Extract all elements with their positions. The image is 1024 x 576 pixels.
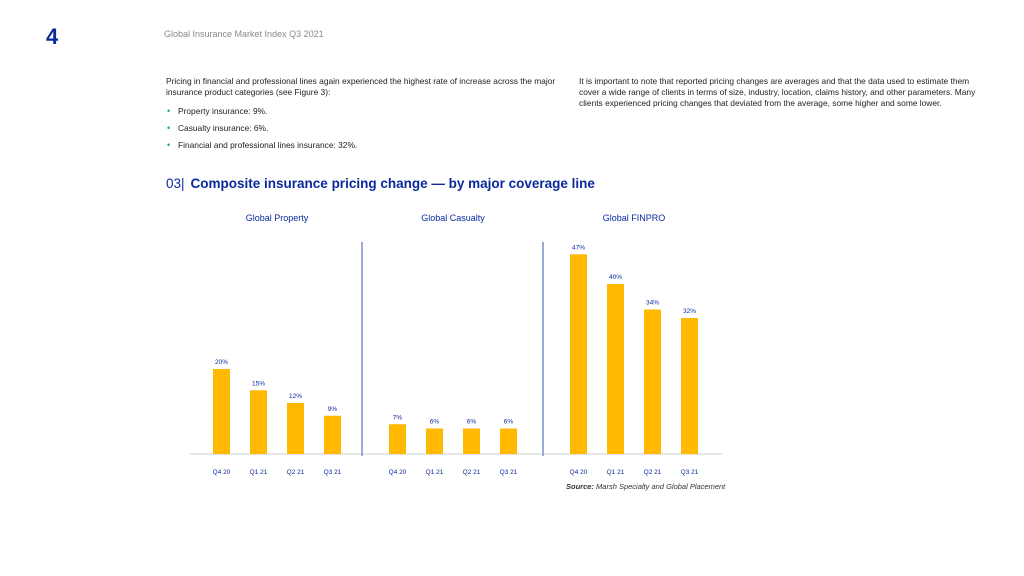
source-note: Source: Marsh Specialty and Global Place… [566,482,725,491]
data-label: 34% [646,300,659,307]
category-label: Q4 20 [389,469,407,476]
bar [570,254,587,454]
intro-right-column: It is important to note that reported pr… [579,76,979,109]
bullet-dot-icon: • [167,106,171,116]
bullet-dot-icon: • [167,140,171,150]
category-label: Q1 21 [250,469,268,476]
data-label: 20% [215,359,228,366]
bar [324,415,341,454]
category-label: Q3 21 [681,469,699,476]
category-label: Q3 21 [500,469,518,476]
bullet-item: • Property insurance: 9%. [166,106,566,117]
category-label: Q2 21 [287,469,305,476]
bullet-text: Financial and professional lines insuran… [178,140,358,150]
note-paragraph: It is important to note that reported pr… [579,76,976,108]
category-label: Q4 20 [570,469,588,476]
bar [500,428,517,454]
bar [681,318,698,454]
data-label: 32% [683,308,696,315]
data-label: 7% [393,414,403,421]
bullet-text: Casualty insurance: 6%. [178,123,269,133]
category-label: Q2 21 [644,469,662,476]
data-label: 6% [504,419,514,426]
figure-title: 03| Composite insurance pricing change — … [166,176,595,191]
figure-title-text: Composite insurance pricing change — by … [190,176,595,191]
bullet-item: • Financial and professional lines insura… [166,140,566,151]
data-label: 6% [467,419,477,426]
figure-number: 03| [166,176,185,191]
category-label: Q2 21 [463,469,481,476]
category-label: Q1 21 [607,469,625,476]
bar [463,428,480,454]
bar [389,424,406,454]
source-label: Source: [566,482,594,491]
bullet-text: Property insurance: 9%. [178,106,268,116]
bar [607,284,624,454]
bar [287,403,304,454]
data-label: 40% [609,274,622,281]
bullet-item: • Casualty insurance: 6%. [166,123,566,134]
intro-left-column: Pricing in financial and professional li… [166,76,566,157]
document-header: Global Insurance Market Index Q3 2021 [164,29,324,39]
category-label: Q1 21 [426,469,444,476]
bullet-dot-icon: • [167,123,171,133]
bar [213,369,230,454]
bar [250,390,267,454]
bullet-list: • Property insurance: 9%. • Casualty insur… [166,106,566,151]
panel-title: Global Property [246,213,309,223]
data-label: 9% [328,406,338,413]
panel-title: Global Casualty [421,213,485,223]
intro-paragraph: Pricing in financial and professional li… [166,76,556,97]
data-label: 15% [252,380,265,387]
bar [644,309,661,454]
bar [426,428,443,454]
category-label: Q3 21 [324,469,342,476]
page-number: 4 [46,24,59,49]
category-label: Q4 20 [213,469,231,476]
panel-title: Global FINPRO [603,213,666,223]
source-text: Marsh Specialty and Global Placement [596,482,726,491]
data-label: 6% [430,419,440,426]
data-label: 47% [572,244,585,251]
data-label: 12% [289,393,302,400]
